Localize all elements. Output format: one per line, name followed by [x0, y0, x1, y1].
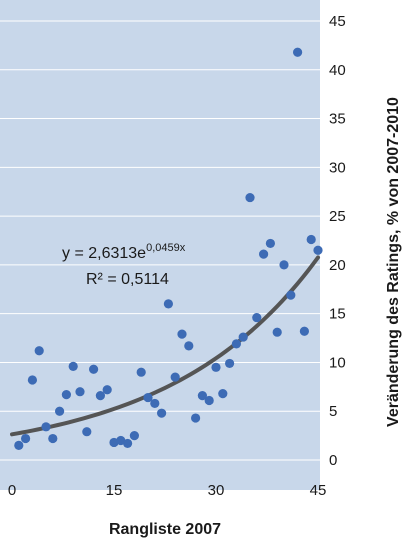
x-axis-title: Rangliste 2007 — [109, 521, 221, 538]
trendline-equation-exponent: 0,0459x — [146, 242, 186, 254]
y-tick-label-5: 5 — [329, 403, 337, 420]
data-point-13 — [95, 391, 105, 401]
x-tick-labels: 0 15 30 45 — [8, 482, 327, 499]
data-point-30 — [211, 362, 221, 372]
y-tick-label-45: 45 — [329, 13, 346, 30]
trendline — [10, 255, 320, 437]
data-point-38 — [265, 238, 275, 249]
x-tick-label-30: 30 — [208, 482, 225, 499]
data-point-9 — [68, 361, 78, 371]
data-point-8 — [61, 390, 71, 400]
data-points — [14, 47, 323, 450]
data-point-12 — [89, 364, 99, 374]
y-tick-label-20: 20 — [329, 257, 346, 274]
y-tick-label-40: 40 — [329, 62, 346, 79]
data-point-5 — [41, 422, 51, 432]
data-point-25 — [177, 329, 187, 339]
trendline-group — [10, 255, 320, 437]
trendline-equation-main: y = 2,6313e — [62, 245, 146, 262]
y-tick-label-10: 10 — [329, 354, 346, 371]
y-tick-label-35: 35 — [329, 111, 346, 128]
data-point-14 — [102, 385, 112, 395]
data-point-17 — [123, 438, 133, 449]
data-point-21 — [150, 398, 160, 409]
data-point-27 — [191, 413, 201, 423]
data-point-11 — [82, 427, 92, 437]
x-tick-label-15: 15 — [106, 482, 123, 499]
data-point-31 — [218, 389, 228, 399]
y-tick-label-30: 30 — [329, 159, 346, 176]
data-point-39 — [272, 327, 282, 337]
data-point-45 — [313, 245, 323, 255]
trendline-equation: y = 2,6313e0,0459x — [62, 242, 186, 262]
data-point-41 — [286, 290, 296, 300]
data-point-44 — [306, 234, 316, 245]
data-point-3 — [27, 375, 37, 385]
trendline-r-squared: R² = 0,5114 — [86, 271, 169, 288]
data-point-42 — [293, 47, 303, 57]
data-point-40 — [279, 260, 289, 270]
data-point-22 — [157, 408, 167, 418]
data-point-34 — [238, 332, 248, 342]
data-point-33 — [231, 339, 241, 349]
data-point-37 — [259, 249, 269, 259]
data-point-26 — [184, 341, 194, 351]
data-point-19 — [136, 367, 146, 377]
y-tick-label-25: 25 — [329, 208, 346, 225]
data-point-4 — [34, 346, 44, 356]
data-point-1 — [14, 440, 24, 450]
data-point-28 — [197, 391, 207, 401]
data-point-23 — [163, 299, 173, 309]
x-tick-label-0: 0 — [8, 482, 16, 499]
y-tick-labels: 0 5 10 15 20 25 30 35 40 45 — [329, 13, 346, 469]
y-axis-title: Veränderung des Ratings, % von 2007-2010 — [385, 97, 402, 427]
data-point-29 — [204, 395, 214, 406]
data-point-7 — [55, 406, 65, 416]
data-point-18 — [129, 431, 139, 441]
data-point-10 — [75, 387, 85, 397]
y-tick-label-0: 0 — [329, 452, 337, 469]
data-point-43 — [299, 326, 309, 336]
data-point-20 — [143, 392, 153, 403]
data-point-36 — [252, 312, 262, 323]
data-point-24 — [170, 372, 180, 382]
data-point-2 — [21, 433, 31, 444]
x-tick-label-45: 45 — [310, 482, 327, 499]
data-point-6 — [48, 433, 58, 444]
y-tick-label-15: 15 — [329, 306, 346, 323]
data-point-32 — [225, 358, 235, 369]
data-point-35 — [245, 192, 255, 203]
